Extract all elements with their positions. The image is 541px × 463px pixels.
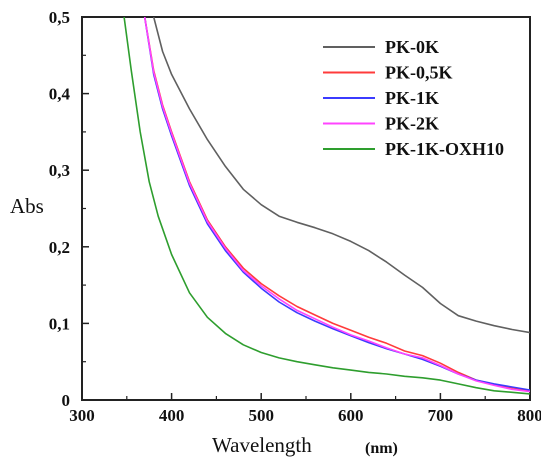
y-tick-label: 0,2 <box>49 238 70 257</box>
series-line-pk-0k <box>152 17 530 334</box>
y-tick-label: 0,3 <box>49 161 70 180</box>
legend-label: PK-1K <box>385 88 439 108</box>
y-tick-label: 0,1 <box>49 314 70 333</box>
x-axis-unit: (nm) <box>365 440 398 457</box>
x-tick-label: 800 <box>517 406 541 425</box>
legend: PK-0K PK-0,5K PK-1K PK-2K PK-1K-OXH10 <box>323 37 504 159</box>
x-axis-ticks: 300 400 500 600 700 800 <box>69 393 541 425</box>
x-tick-label: 300 <box>69 406 95 425</box>
legend-label: PK-0K <box>385 37 439 57</box>
y-tick-label: 0,4 <box>49 85 71 104</box>
legend-label: PK-0,5K <box>385 63 453 83</box>
x-tick-label: 500 <box>248 406 274 425</box>
y-tick-label: 0,5 <box>49 8 70 27</box>
legend-label: PK-2K <box>385 114 439 134</box>
x-tick-label: 700 <box>428 406 454 425</box>
series-line-pk-1k-oxh10 <box>123 17 530 395</box>
y-axis-ticks: 0 0,1 0,2 0,3 0,4 0,5 <box>49 8 89 410</box>
x-tick-label: 600 <box>338 406 364 425</box>
x-tick-label: 400 <box>159 406 185 425</box>
x-axis-title: Wavelength <box>212 433 312 457</box>
series-line-pk-2k <box>143 17 530 393</box>
plot-frame <box>81 16 531 401</box>
series-lines <box>123 17 530 395</box>
y-axis-title: Abs <box>10 194 44 218</box>
legend-label: PK-1K-OXH10 <box>385 139 504 159</box>
y-tick-label: 0 <box>62 391 71 410</box>
